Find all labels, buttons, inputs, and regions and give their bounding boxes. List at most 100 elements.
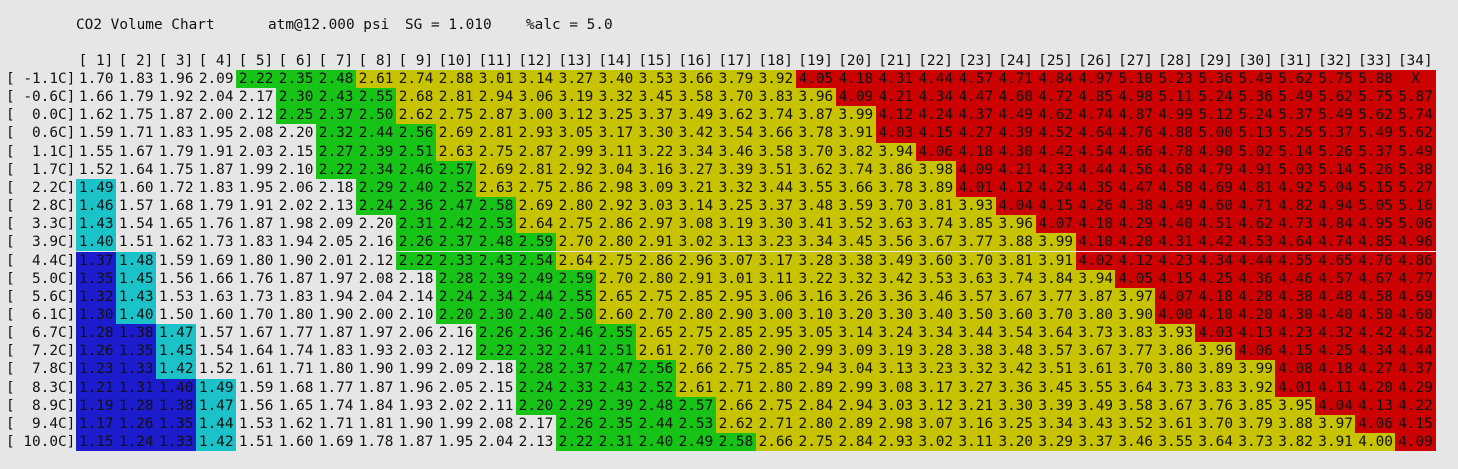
row-temperature-label: [ 0.0C] <box>6 107 76 124</box>
volume-cell: 2.46 <box>395 160 437 179</box>
volume-cell: 4.81 <box>1235 178 1276 198</box>
volume-cell: 3.55 <box>1075 378 1116 397</box>
volume-cell: 5.36 <box>1195 70 1236 89</box>
volume-cell: 2.39 <box>595 396 637 415</box>
volume-cell: 3.27 <box>555 70 597 89</box>
volume-cell: 3.20 <box>835 305 877 325</box>
volume-cell: 5.14 <box>1315 160 1356 179</box>
column-header: [26] <box>1078 53 1113 69</box>
volume-cell: 3.80 <box>1155 360 1196 379</box>
volume-cell: 4.15 <box>1275 342 1316 361</box>
volume-cell: 2.75 <box>715 360 757 379</box>
volume-cell: 1.53 <box>158 288 194 305</box>
volume-cell: 3.28 <box>795 251 837 270</box>
volume-cell: 3.62 <box>715 106 757 125</box>
column-header: [22] <box>918 53 953 69</box>
volume-cell: 2.18 <box>398 270 434 287</box>
volume-cell: 2.37 <box>315 106 357 125</box>
volume-cell: 4.09 <box>955 160 997 179</box>
volume-cell: 4.49 <box>995 106 1036 125</box>
volume-cell: 3.11 <box>595 142 637 161</box>
volume-cell: 3.00 <box>755 305 797 325</box>
volume-cell: 2.71 <box>755 414 797 433</box>
volume-cell: 2.48 <box>635 396 677 415</box>
volume-cell: 1.68 <box>278 379 314 396</box>
volume-cell: 3.23 <box>915 360 957 379</box>
volume-cell: 1.60 <box>278 434 314 450</box>
volume-cell: 3.16 <box>635 160 677 179</box>
volume-cell: 1.96 <box>398 379 434 396</box>
alc-label: %alc = 5.0 <box>526 17 613 33</box>
volume-cell: 4.15 <box>1395 414 1436 433</box>
volume-cell: 1.38 <box>155 396 197 415</box>
volume-cell: 5.37 <box>1275 106 1316 125</box>
volume-cell: 3.37 <box>755 197 797 216</box>
volume-cell: 2.93 <box>515 124 557 143</box>
volume-cell: 4.12 <box>1115 251 1156 270</box>
volume-cell: 2.34 <box>355 160 397 179</box>
volume-cell: 3.02 <box>915 433 957 452</box>
volume-cell: 1.54 <box>118 216 154 233</box>
volume-cell: 2.16 <box>358 234 394 251</box>
volume-cell: 4.21 <box>875 88 917 107</box>
volume-cell: 2.24 <box>355 197 397 216</box>
volume-cell: 2.43 <box>315 88 357 107</box>
volume-cell: 2.00 <box>198 107 234 124</box>
volume-cell: 1.45 <box>155 342 197 361</box>
volume-cell: 2.89 <box>795 378 837 397</box>
volume-cell: 4.07 <box>1035 215 1076 234</box>
volume-cell: 3.62 <box>795 160 837 179</box>
volume-cell: 2.75 <box>515 178 557 198</box>
volume-cell: 2.84 <box>795 396 837 415</box>
volume-cell: 2.55 <box>355 88 397 107</box>
row-temperature-label: [ -1.1C] <box>6 71 76 87</box>
volume-cell: 1.50 <box>158 306 194 323</box>
volume-cell: 1.46 <box>76 197 117 216</box>
volume-cell: 3.48 <box>795 197 837 216</box>
volume-cell: 4.15 <box>1035 197 1076 216</box>
volume-cell: 2.59 <box>515 233 557 252</box>
volume-cell: 5.06 <box>1395 215 1436 234</box>
volume-cell: 2.22 <box>555 433 597 452</box>
volume-cell: 2.64 <box>515 215 557 234</box>
volume-cell: 3.37 <box>635 106 677 125</box>
volume-cell: 4.22 <box>1395 396 1436 415</box>
volume-cell: 4.06 <box>915 142 957 161</box>
volume-cell: 2.80 <box>555 197 597 216</box>
volume-cell: 2.39 <box>355 142 397 161</box>
volume-cell: 2.75 <box>675 324 717 343</box>
volume-cell: 3.64 <box>1115 378 1156 397</box>
volume-cell: 2.94 <box>475 88 517 107</box>
volume-cell: 2.29 <box>355 178 397 198</box>
volume-cell: 3.16 <box>955 414 997 433</box>
volume-cell: 2.12 <box>358 252 394 269</box>
volume-cell: 3.66 <box>755 124 797 143</box>
volume-cell: 4.06 <box>1355 414 1396 433</box>
volume-cell: 2.35 <box>595 414 637 433</box>
volume-cell: 2.22 <box>235 70 277 89</box>
volume-cell: 2.31 <box>395 215 437 234</box>
column-header: [14] <box>598 53 634 69</box>
volume-cell: 3.67 <box>1155 396 1196 415</box>
volume-cell: 5.00 <box>1195 124 1236 143</box>
volume-cell: 2.65 <box>635 324 677 343</box>
volume-cell: 1.73 <box>198 234 234 251</box>
volume-cell: 3.09 <box>835 342 877 361</box>
volume-cell: 3.60 <box>915 251 957 270</box>
column-header: [27] <box>1118 53 1153 69</box>
volume-cell: 3.81 <box>995 251 1036 270</box>
volume-cell: 4.88 <box>1155 124 1196 143</box>
volume-cell: 1.69 <box>198 252 234 269</box>
volume-cell: 3.00 <box>515 106 557 125</box>
volume-cell: 4.13 <box>1355 396 1396 415</box>
volume-cell: 2.33 <box>555 378 597 397</box>
row-temperature-label: [ 3.3C] <box>6 216 76 233</box>
volume-cell: 1.67 <box>238 325 274 342</box>
volume-cell: 1.78 <box>358 434 394 450</box>
volume-cell: 4.01 <box>1275 378 1316 397</box>
volume-cell: 4.23 <box>1275 324 1316 343</box>
volume-cell: 2.32 <box>315 124 357 143</box>
volume-cell: 4.98 <box>1115 88 1156 107</box>
volume-cell: 1.90 <box>318 306 354 323</box>
volume-cell: 3.98 <box>915 160 957 179</box>
